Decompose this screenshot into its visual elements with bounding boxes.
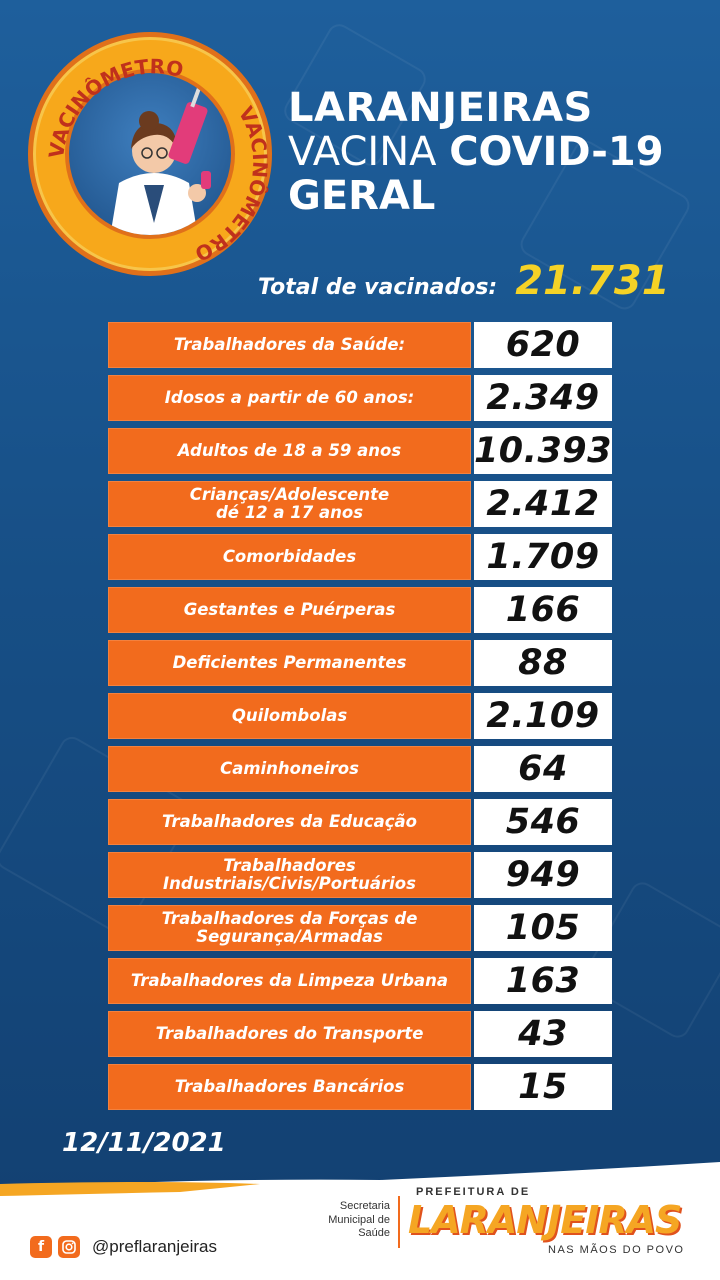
vaccination-table: Trabalhadores da Saúde: 620 Idosos a parti… [108,322,612,1117]
row-category: Idosos a partir de 60 anos: [108,375,471,421]
facebook-icon[interactable]: f [30,1236,52,1258]
table-row: Deficientes Permanentes 88 [108,640,612,686]
row-value: 105 [474,905,612,951]
table-row: Trabalhadores da Educação 546 [108,799,612,845]
row-category: Trabalhadores Industriais/Civis/Portuári… [108,852,471,898]
row-value: 949 [474,852,612,898]
slogan: NAS MÃOS DO POVO [548,1244,685,1256]
row-category: Trabalhadores Bancários [108,1064,471,1110]
total-vaccinated: Total de vacinados: 21.731 [258,258,670,304]
footer-divider [398,1196,400,1248]
row-category: Crianças/Adolescente dé 12 a 17 anos [108,481,471,527]
row-category: Trabalhadores do Transporte [108,1011,471,1057]
table-row: Caminhoneiros 64 [108,746,612,792]
title-line3: GERAL [288,173,436,219]
row-value: 620 [474,322,612,368]
vacinometro-badge: VACINÔMETRO VACINÔMETRO [28,32,272,276]
table-row: Trabalhadores da Forças de Segurança/Arm… [108,905,612,951]
svg-text:VACINÔMETRO: VACINÔMETRO [191,102,272,266]
row-category: Gestantes e Puérperas [108,587,471,633]
row-category: Comorbidades [108,534,471,580]
footer [0,1162,720,1280]
svg-text:VACINÔMETRO: VACINÔMETRO [44,54,186,160]
social-handle[interactable]: @preflaranjeiras [92,1237,217,1256]
row-value: 2.412 [474,481,612,527]
table-row: Trabalhadores do Transporte 43 [108,1011,612,1057]
laranjeiras-logo: LARANJEIRAS [408,1198,682,1242]
row-value: 1.709 [474,534,612,580]
table-row: Gestantes e Puérperas 166 [108,587,612,633]
table-row: Adultos de 18 a 59 anos 10.393 [108,428,612,474]
row-category: Caminhoneiros [108,746,471,792]
table-row: Trabalhadores Bancários 15 [108,1064,612,1110]
page-title: LARANJEIRAS VACINA COVID-19 GERAL [288,86,664,218]
total-label: Total de vacinados: [258,275,498,300]
title-line1: LARANJEIRAS [288,85,593,131]
title-line2-bold: COVID-19 [449,129,664,175]
badge-ring-text: VACINÔMETRO VACINÔMETRO [44,54,273,266]
prefeitura-label: PREFEITURA DE [416,1186,531,1198]
row-category: Trabalhadores da Forças de Segurança/Arm… [108,905,471,951]
row-value: 64 [474,746,612,792]
row-value: 546 [474,799,612,845]
badge-illustration [65,69,235,239]
row-value: 88 [474,640,612,686]
row-value: 2.109 [474,693,612,739]
row-category: Trabalhadores da Saúde: [108,322,471,368]
row-category: Trabalhadores da Educação [108,799,471,845]
table-row: Comorbidades 1.709 [108,534,612,580]
table-row: Trabalhadores da Limpeza Urbana 163 [108,958,612,1004]
table-row: Idosos a partir de 60 anos: 2.349 [108,375,612,421]
row-value: 163 [474,958,612,1004]
table-row: Quilombolas 2.109 [108,693,612,739]
date: 12/11/2021 [62,1128,226,1158]
row-category: Deficientes Permanentes [108,640,471,686]
secretaria-label: Secretaria Municipal de Saúde [328,1200,390,1239]
title-line2-light: VACINA [288,129,437,175]
table-row: Trabalhadores Industriais/Civis/Portuári… [108,852,612,898]
row-value: 10.393 [473,428,612,474]
row-value: 166 [474,587,612,633]
row-value: 43 [474,1011,612,1057]
row-value: 15 [474,1064,612,1110]
row-category: Adultos de 18 a 59 anos [108,428,471,474]
row-category: Trabalhadores da Limpeza Urbana [108,958,471,1004]
doctor-illustration [110,83,211,235]
instagram-icon[interactable] [58,1236,80,1258]
row-value: 2.349 [474,375,612,421]
table-row: Crianças/Adolescente dé 12 a 17 anos 2.41… [108,481,612,527]
total-value: 21.731 [515,258,670,304]
social-links: f @preflaranjeiras [30,1236,217,1258]
title-line2: VACINA COVID-19 [288,130,664,174]
row-category: Quilombolas [108,693,471,739]
footer-wave [0,1162,720,1280]
table-row: Trabalhadores da Saúde: 620 [108,322,612,368]
badge-right-text: VACINÔMETRO [191,102,272,266]
badge-top-text: VACINÔMETRO [44,54,186,160]
